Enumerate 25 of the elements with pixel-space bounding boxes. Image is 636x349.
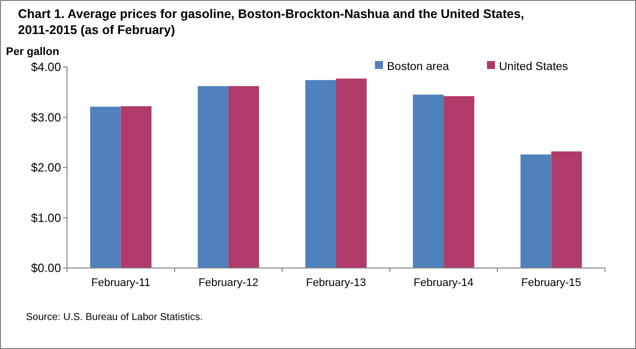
bar [336,78,367,268]
bar [520,154,552,268]
bar [412,94,444,268]
y-tick-label: $4.00 [30,60,62,74]
bar [90,106,121,268]
bar [228,86,260,268]
bar [198,86,228,268]
x-tick-label: February-14 [414,277,474,289]
chart-title: Chart 1. Average prices for gasoline, Boston-Brockton-Nashua and the United States, 2011-2015 (as of February) [18,7,524,37]
x-tick-label: February-15 [521,277,582,289]
legend-label: United States [499,61,568,74]
y-tick-label: $2.00 [30,160,62,175]
x-tick-label: February-11 [91,277,150,289]
bar [444,96,474,268]
y-tick-label: $3.00 [30,110,62,124]
bar [305,80,336,268]
bar [120,106,152,268]
y-tick-label: $1.00 [30,210,62,225]
y-axis-title: Per gallon [6,46,60,58]
x-tick-label: February-13 [306,277,366,289]
y-tick-label: $0.00 [30,261,62,276]
bar [551,151,582,268]
source-note: Source: U.S. Bureau of Labor Statistics. [26,312,203,323]
x-tick-label: February-12 [198,277,258,289]
legend-label: Boston area [387,61,450,74]
